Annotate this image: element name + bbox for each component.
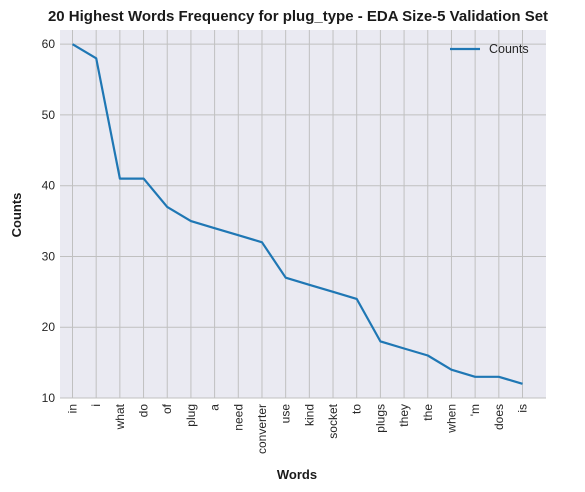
y-tick-label: 20: [42, 320, 56, 334]
x-tick-label: when: [444, 404, 458, 434]
chart-title: 20 Highest Words Frequency for plug_type…: [48, 8, 548, 25]
y-ticks: 10 20 30 40 50 60: [42, 37, 56, 405]
x-tick-label: of: [160, 403, 174, 414]
y-tick-label: 60: [42, 37, 56, 51]
x-tick-label: to: [350, 404, 364, 414]
x-tick-label: kind: [302, 404, 316, 426]
x-tick-label: plugs: [373, 404, 387, 433]
x-tick-label: in: [66, 404, 80, 413]
y-tick-label: 10: [42, 391, 56, 405]
x-tick-label: does: [492, 404, 506, 430]
x-tick-label: i: [89, 404, 103, 407]
x-tick-label: the: [421, 404, 435, 421]
plot-area: [60, 30, 546, 398]
x-tick-label: a: [208, 404, 222, 411]
x-axis-label: Words: [277, 467, 317, 482]
x-tick-label: plug: [184, 404, 198, 427]
x-tick-label: need: [231, 404, 245, 431]
x-tick-label: they: [397, 404, 411, 427]
y-tick-label: 40: [42, 179, 56, 193]
y-tick-label: 50: [42, 108, 56, 122]
x-tick-label: use: [279, 404, 293, 424]
x-tick-label: is: [516, 404, 530, 413]
x-tick-label: socket: [326, 403, 340, 438]
x-tick-label: do: [137, 404, 151, 418]
x-tick-label: converter: [255, 404, 269, 454]
legend-label-counts: Counts: [489, 42, 529, 56]
y-tick-label: 30: [42, 249, 56, 263]
x-tick-label: 'm: [468, 404, 482, 416]
y-axis-label: Counts: [9, 193, 24, 238]
x-ticks: in i what do of plug a need converter use kind sock…: [66, 403, 530, 454]
x-tick-label: what: [113, 403, 127, 430]
